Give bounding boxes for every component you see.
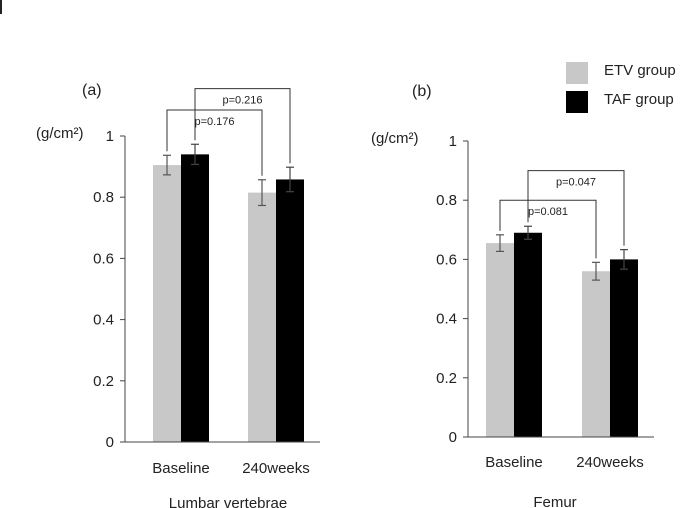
panel-a-p-bracket-1 [194,88,291,164]
panel-a-bar-taf-1 [276,179,304,442]
panel-a-label: (a) [82,82,102,99]
panel-b-bar-taf-0 [514,232,542,437]
panel-b-category-label-1: 240weeks [576,454,644,471]
panel-a-p-bracket-0 [166,109,263,176]
panel-b-p-value-1: p=0.047 [556,177,596,189]
panel-a-p-value-0: p=0.176 [194,116,234,128]
legend-item-etv: ETV group [566,60,685,86]
panel-b-label: (b) [412,83,432,100]
panel-a-y-tick-label-1: 0.2 [93,373,114,390]
panel-b-unit-label: (g/cm²) [371,130,419,147]
panel-b-bar-taf-1 [610,259,638,437]
legend-swatch-etv [566,62,588,84]
panel-a-category-label-0: Baseline [152,460,210,477]
panel-b-p-bracket-1 [527,170,625,246]
panel-a-y-tick-label-4: 0.8 [93,189,114,206]
panel-b-y-tick-label-3: 0.6 [436,251,457,268]
panel-b-p-bracket-0 [499,199,597,259]
panel-a-y-tick-label-5: 1 [106,128,114,145]
panel-b-y-tick-label-1: 0.2 [436,370,457,387]
panel-a-p-value-1: p=0.216 [222,95,262,107]
panel-a-category-label-1: 240weeks [242,460,310,477]
panel-a-y-tick-label-2: 0.4 [93,312,114,329]
panel-a-x-label: Lumbar vertebrae [169,495,287,508]
legend-swatch-taf [566,91,588,113]
panel-b-y-tick-label-2: 0.4 [436,311,457,328]
panel-a-unit-label: (g/cm²) [36,125,84,142]
panel-a-y-tick-label-3: 0.6 [93,250,114,267]
panel-b-bar-etv-1 [582,271,610,437]
panel-a-y-tick-label-0: 0 [106,434,114,451]
panel-b-y-tick-label-4: 0.8 [436,192,457,209]
panel-a-bar-etv-0 [153,165,181,442]
legend-label-etv: ETV group [604,62,676,79]
panel-b-category-label-0: Baseline [485,454,543,471]
legend-item-taf: TAF group [566,89,685,115]
panel-a-bar-etv-1 [248,192,276,442]
left-edge-line [0,0,2,14]
panel-a-bar-taf-0 [181,154,209,443]
panel-b-p-value-0: p=0.081 [528,206,568,218]
panel-b-bar-etv-0 [486,243,514,437]
panel-b-y-tick-label-5: 1 [449,133,457,150]
legend-label-taf: TAF group [604,91,674,108]
panel-b-x-label: Femur [533,494,576,508]
panel-b-y-tick-label-0: 0 [449,429,457,446]
